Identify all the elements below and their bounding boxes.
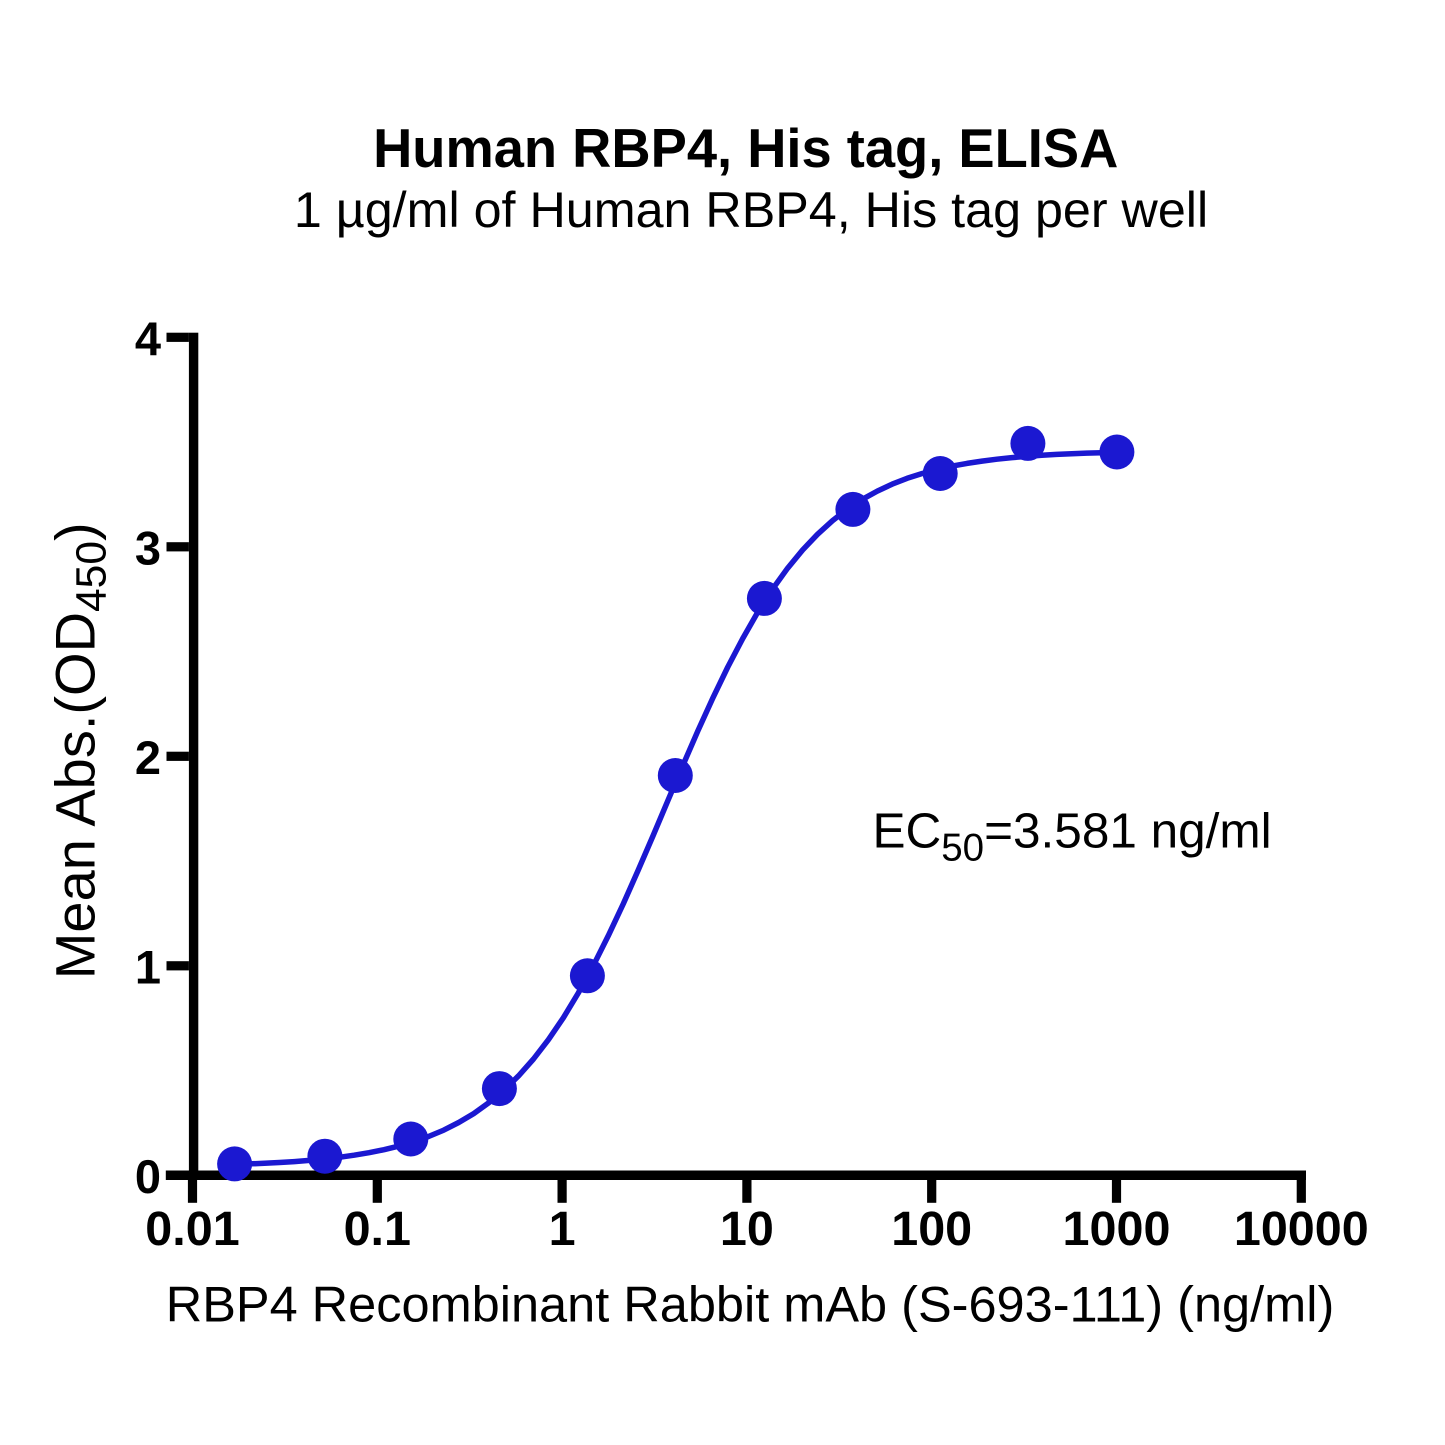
svg-text:10: 10 (720, 1202, 774, 1256)
svg-text:0: 0 (135, 1150, 161, 1203)
svg-text:0.1: 0.1 (344, 1202, 411, 1256)
svg-text:1: 1 (549, 1202, 576, 1256)
svg-text:1: 1 (135, 940, 161, 993)
svg-text:0.01: 0.01 (145, 1202, 239, 1256)
svg-text:2: 2 (135, 731, 161, 784)
svg-text:Human RBP4, His tag, ELISA: Human RBP4, His tag, ELISA (373, 118, 1118, 179)
svg-text:10000: 10000 (1234, 1202, 1369, 1256)
svg-text:1 µg/ml of Human RBP4, His tag: 1 µg/ml of Human RBP4, His tag per well (294, 182, 1208, 238)
svg-text:3: 3 (135, 521, 161, 574)
svg-text:RBP4 Recombinant Rabbit mAb (S: RBP4 Recombinant Rabbit mAb (S-693-111) … (166, 1276, 1335, 1333)
svg-text:1000: 1000 (1063, 1202, 1171, 1256)
svg-text:4: 4 (135, 312, 161, 365)
svg-text:100: 100 (891, 1202, 972, 1256)
